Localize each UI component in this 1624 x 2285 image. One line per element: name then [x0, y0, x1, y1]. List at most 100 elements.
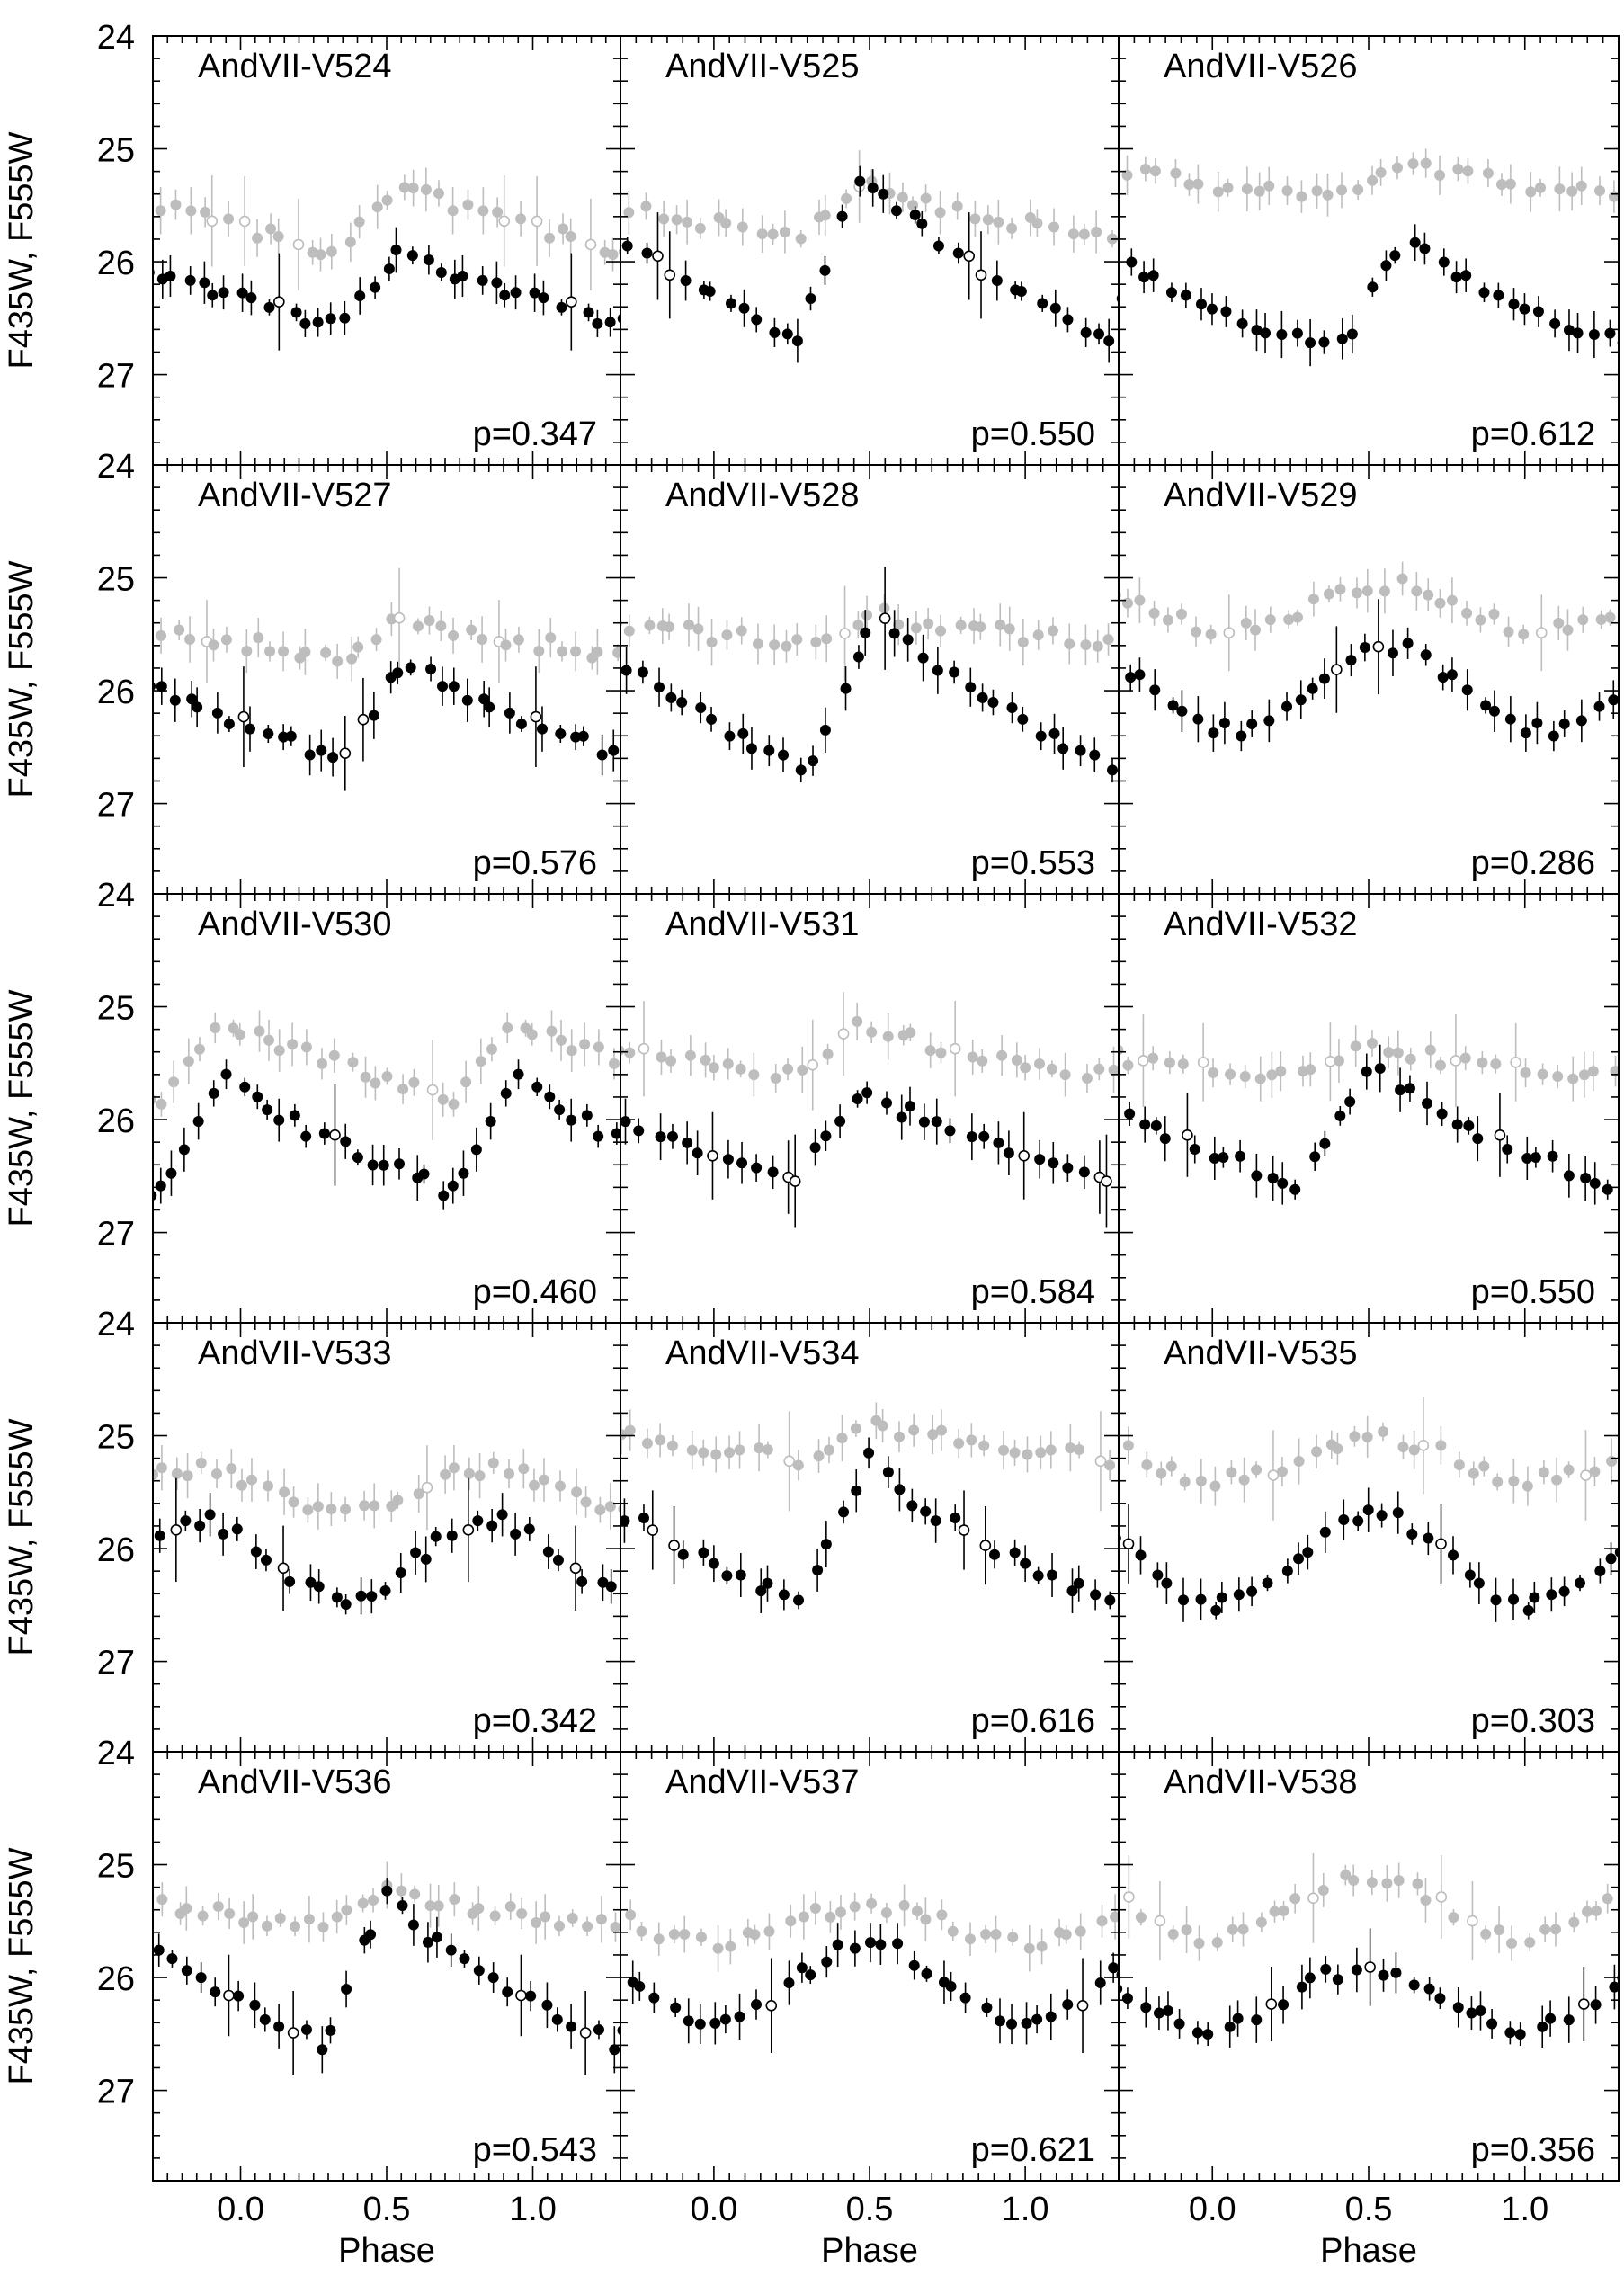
data-point-f435w: [1239, 1071, 1251, 1083]
data-point-f435w: [1278, 1905, 1289, 1916]
data-point-f435w: [368, 1895, 379, 1906]
data-point-f555w: [208, 1087, 219, 1099]
data-point-f435w: [725, 1941, 736, 1952]
data-point-f435w: [1332, 1443, 1343, 1455]
data-point-f555w: [977, 692, 988, 703]
data-point-f555w: [1558, 1585, 1570, 1597]
data-point-f435w: [554, 1480, 566, 1492]
data-point-f435w: [449, 1894, 460, 1906]
data-point-f435w: [1022, 1449, 1033, 1460]
data-point-f555w: [515, 1989, 527, 2002]
axis-ticks: [1118, 1322, 1620, 1753]
data-point-f555w: [1575, 1577, 1586, 1589]
data-point-f555w: [1048, 727, 1060, 739]
data-point-f555w: [552, 1554, 564, 1566]
data-point-f435w: [756, 228, 768, 240]
data-point-f555w: [1563, 1170, 1575, 1182]
data-point-f555w: [611, 1128, 620, 1139]
data-point-f555w: [812, 1565, 824, 1576]
data-point-f555w: [1236, 317, 1248, 329]
data-point-f555w: [510, 287, 522, 299]
data-point-f555w: [244, 723, 255, 735]
data-point-f435w: [316, 1058, 327, 1069]
data-point-f435w: [1046, 1063, 1057, 1075]
data-point-f555w: [1139, 1119, 1151, 1130]
y-tick-label: 26: [97, 674, 135, 711]
data-point-f435w: [424, 1900, 436, 1912]
panel: AndVII-V537 p=0.621: [620, 1751, 1120, 2182]
data-point-f555w: [477, 274, 488, 286]
period-label: p=0.621: [971, 2131, 1095, 2169]
data-point-f435w: [393, 611, 406, 624]
data-point-f555w: [783, 1977, 795, 1989]
panel: AndVII-V525 p=0.550: [620, 35, 1120, 466]
data-point-f555w: [1208, 727, 1219, 739]
data-point-f435w: [1366, 1038, 1378, 1049]
data-point-f435w: [353, 216, 365, 228]
data-point-f555w: [395, 1567, 406, 1579]
data-point-f555w: [435, 267, 447, 279]
data-point-f555w: [1473, 1577, 1485, 1589]
data-point-f435w: [1123, 1891, 1135, 1903]
data-point-f555w: [641, 247, 653, 259]
data-point-f555w: [778, 749, 790, 761]
data-point-f555w: [596, 749, 608, 761]
data-point-f555w: [536, 723, 548, 735]
data-point-f555w: [531, 1081, 543, 1093]
data-point-f555w: [1493, 290, 1504, 301]
data-point-f435w: [1197, 1057, 1209, 1068]
data-point-f555w: [1372, 640, 1385, 653]
data-point-f555w: [252, 1091, 263, 1102]
data-point-f435w: [287, 1039, 299, 1050]
data-point-f555w: [750, 1999, 762, 2011]
data-point-f435w: [253, 632, 264, 644]
data-point-f435w: [1591, 1905, 1602, 1916]
data-point-f435w: [1450, 1055, 1462, 1067]
data-point-f555w: [457, 270, 468, 281]
star-name: AndVII-V529: [1164, 477, 1357, 514]
data-point-f555w: [1121, 1993, 1133, 2004]
data-point-f555w: [1604, 327, 1616, 339]
data-point-f555w: [186, 693, 198, 705]
data-point-f555w: [1147, 270, 1159, 281]
data-point-f555w: [365, 1929, 377, 1941]
data-point-f555w: [1047, 1569, 1058, 1581]
data-point-f435w: [1361, 1431, 1373, 1442]
data-point-f555w: [1451, 1119, 1463, 1130]
data-point-f555w: [250, 1546, 262, 1558]
data-point-f435w: [558, 223, 569, 235]
data-point-f555w: [695, 701, 707, 713]
data-point-f555w: [156, 681, 167, 692]
data-point-f555w: [1494, 1129, 1506, 1141]
data-point-f555w: [1307, 683, 1318, 694]
star-name: AndVII-V528: [665, 477, 859, 514]
data-point-f435w: [1578, 1069, 1590, 1081]
data-point-f555w: [1094, 1977, 1106, 1989]
data-point-f555w: [1180, 290, 1191, 301]
data-point-f555w: [1589, 1177, 1601, 1189]
data-point-f555w: [390, 245, 402, 256]
data-point-f555w: [446, 1530, 458, 1541]
data-point-f435w: [837, 1028, 850, 1040]
data-point-f555w: [491, 277, 503, 289]
data-point-f435w: [557, 646, 568, 657]
data-point-f435w: [212, 1901, 224, 1913]
data-point-f555w: [397, 1900, 408, 1912]
data-point-f555w: [340, 1136, 352, 1147]
panel: AndVII-V538 p=0.356: [1118, 1751, 1620, 2182]
data-point-f555w: [379, 1584, 391, 1596]
data-point-f555w: [1531, 717, 1543, 728]
data-point-f555w: [305, 1576, 317, 1588]
data-point-f555w: [165, 1167, 177, 1179]
data-point-f555w: [680, 275, 692, 287]
data-point-f555w: [1062, 1999, 1074, 2011]
data-point-f555w: [1331, 664, 1343, 675]
data-point-f555w: [1475, 2004, 1486, 2016]
data-point-f435w: [426, 1084, 439, 1096]
data-point-f435w: [665, 1055, 677, 1067]
data-point-f435w: [264, 646, 276, 657]
data-point-f435w: [1121, 597, 1133, 609]
data-points: [620, 992, 1119, 1228]
data-point-f435w: [1122, 1440, 1134, 1451]
data-point-f435w: [1405, 1053, 1416, 1065]
